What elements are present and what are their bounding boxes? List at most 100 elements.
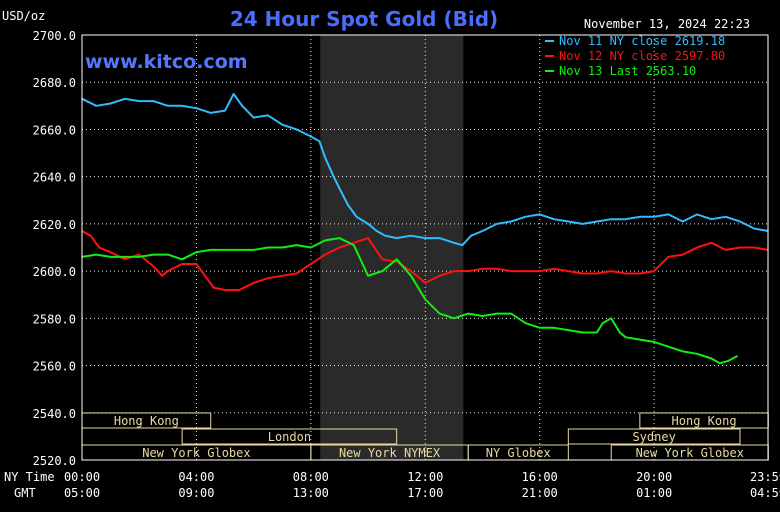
series-point-1 <box>681 220 684 223</box>
series-point-3 <box>601 322 604 324</box>
series-point-2 <box>238 289 241 291</box>
y-axis-labels: 2700.0 2680.0 2660.0 2640.0 2620.0 2600.0 2580… <box>33 29 76 468</box>
series-point-1 <box>318 140 321 143</box>
series-point-2 <box>724 249 727 251</box>
y-tick-label: 2640.0 <box>33 171 76 185</box>
series-point-1 <box>496 223 498 225</box>
series-point-3 <box>167 253 169 256</box>
series-point-3 <box>610 317 613 320</box>
series-point-1 <box>295 128 298 131</box>
session-label: New York Globex <box>636 446 744 460</box>
series-point-1 <box>267 114 269 117</box>
ny-time-label: NY Time <box>4 470 55 484</box>
x-tick-label-gmt: 04:59 <box>750 486 780 500</box>
series-point-2 <box>438 275 441 277</box>
series-point-1 <box>332 175 335 178</box>
series-point-2 <box>681 253 684 256</box>
series-point-2 <box>252 282 255 284</box>
series-point-1 <box>424 237 427 239</box>
x-tick-label-ny: 00:00 <box>64 470 100 484</box>
series-point-2 <box>453 270 455 272</box>
series-point-3 <box>109 256 112 258</box>
series-point-3 <box>338 237 341 239</box>
series-point-1 <box>375 230 378 232</box>
series-point-1 <box>624 218 627 220</box>
series-point-1 <box>109 102 112 105</box>
series-point-3 <box>581 331 584 334</box>
y-tick-label: 2700.0 <box>33 29 76 43</box>
series-point-2 <box>338 246 341 249</box>
session-label: London <box>268 430 311 444</box>
series-point-1 <box>138 100 141 102</box>
series-point-3 <box>710 357 713 360</box>
series-point-2 <box>324 253 326 256</box>
series-point-3 <box>567 329 570 331</box>
series-point-2 <box>639 272 641 275</box>
series-point-3 <box>424 298 427 301</box>
series-point-3 <box>124 256 126 258</box>
series-point-2 <box>367 237 369 239</box>
y-tick-label: 2560.0 <box>33 360 76 374</box>
series-point-3 <box>467 312 469 315</box>
series-point-3 <box>481 315 484 317</box>
series-point-2 <box>424 282 427 284</box>
series-point-3 <box>367 275 369 277</box>
series-point-1 <box>252 116 255 119</box>
series-point-2 <box>753 246 756 249</box>
series-point-3 <box>195 251 198 254</box>
series-point-3 <box>138 256 141 258</box>
series-point-1 <box>538 213 541 216</box>
session-label: New York Globex <box>142 446 250 460</box>
series-point-3 <box>619 331 621 334</box>
series-point-1 <box>653 216 655 218</box>
series-point-3 <box>438 312 441 315</box>
series-point-3 <box>224 249 226 251</box>
series-point-1 <box>461 244 464 246</box>
series-point-3 <box>496 312 498 315</box>
x-tick-label-gmt: 13:00 <box>293 486 329 500</box>
series-point-2 <box>212 286 215 289</box>
series-point-3 <box>681 350 684 353</box>
series-point-2 <box>195 263 198 265</box>
series-point-3 <box>736 355 738 357</box>
series-point-2 <box>496 267 498 270</box>
series-point-1 <box>338 187 341 190</box>
series-point-2 <box>310 263 312 265</box>
series-point-3 <box>209 249 212 251</box>
series-point-3 <box>310 246 312 249</box>
series-point-3 <box>538 326 541 329</box>
series-point-2 <box>553 267 555 270</box>
series-point-2 <box>109 251 112 254</box>
series-point-1 <box>395 237 398 239</box>
series-point-3 <box>453 317 455 320</box>
session-box <box>181 428 398 445</box>
series-point-3 <box>553 326 555 329</box>
series-point-2 <box>161 275 163 277</box>
series-point-1 <box>281 123 284 126</box>
x-tick-label-ny: 20:00 <box>636 470 672 484</box>
x-tick-label-gmt: 01:00 <box>636 486 672 500</box>
plot-frame <box>81 34 769 461</box>
series-point-1 <box>152 100 155 102</box>
y-tick-label: 2540.0 <box>33 407 76 421</box>
series-point-3 <box>252 249 255 251</box>
series-point-1 <box>347 204 349 206</box>
series-point-2 <box>524 270 527 272</box>
series-point-1 <box>639 216 641 218</box>
series-point-2 <box>167 270 169 272</box>
series-point-1 <box>410 234 412 237</box>
series-point-3 <box>181 258 183 261</box>
chart-timestamp: November 13, 2024 22:23 <box>584 17 750 31</box>
session-label: Hong Kong <box>114 414 179 428</box>
series-point-2 <box>596 272 598 275</box>
series-point-3 <box>395 258 398 261</box>
series-point-3 <box>696 352 698 355</box>
series-point-3 <box>324 239 326 242</box>
y-tick-label: 2680.0 <box>33 76 76 90</box>
series-point-2 <box>624 272 627 275</box>
series-point-1 <box>355 216 358 218</box>
chart-title: 24 Hour Spot Gold (Bid) <box>230 7 498 31</box>
series-point-2 <box>89 234 92 237</box>
series-point-2 <box>696 246 698 249</box>
